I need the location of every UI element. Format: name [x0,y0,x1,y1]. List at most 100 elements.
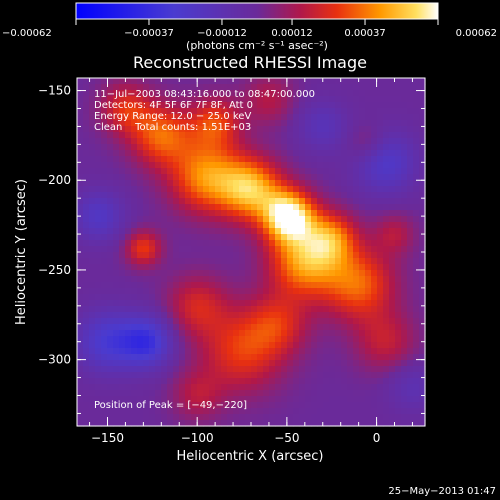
heatmap-cell [341,354,348,361]
heatmap-cell [359,108,366,115]
x-tick-label: −100 [181,431,214,445]
heatmap-cell [257,204,264,211]
heatmap-cell [413,384,420,391]
heatmap-cell [317,414,324,421]
heatmap-cell [239,150,246,157]
heatmap-cell [185,78,192,85]
heatmap-cell [269,408,276,415]
heatmap-cell [395,372,402,379]
heatmap-cell [263,246,270,253]
heatmap-cell [401,324,408,331]
heatmap-cell [179,240,186,247]
heatmap-cell [329,78,336,85]
heatmap-cell [359,156,366,163]
heatmap-cell [113,366,120,373]
heatmap-cell [413,318,420,325]
heatmap-cell [161,306,168,313]
heatmap-cell [101,252,108,259]
heatmap-cell [245,132,252,139]
heatmap-cell [101,354,108,361]
heatmap-cell [227,108,234,115]
heatmap-cell [185,186,192,193]
heatmap-cell [305,270,312,277]
heatmap-cell [239,384,246,391]
heatmap-cell [275,306,282,313]
heatmap-cell [377,228,384,235]
heatmap-cell [197,360,204,367]
heatmap-cell [377,156,384,163]
heatmap-cell [125,318,132,325]
heatmap-cell [101,276,108,283]
heatmap-cell [359,126,366,133]
heatmap-cell [131,108,138,115]
heatmap-cell [167,354,174,361]
heatmap-cell [251,120,258,127]
heatmap-cell [119,246,126,253]
heatmap-cell [377,270,384,277]
heatmap-cell [173,126,180,133]
heatmap-cell [101,174,108,181]
heatmap-cell [335,168,342,175]
heatmap-cell [185,282,192,289]
heatmap-cell [125,378,132,385]
heatmap-cell [143,360,150,367]
heatmap-cell [215,198,222,205]
heatmap-cell [197,240,204,247]
heatmap-cell [389,336,396,343]
heatmap-cell [89,150,96,157]
heatmap-cell [257,306,264,313]
heatmap-cell [353,132,360,139]
heatmap-cell [161,354,168,361]
heatmap-cell [287,84,294,91]
heatmap-cell [173,198,180,205]
heatmap-cell [347,186,354,193]
heatmap-cell [143,348,150,355]
heatmap-cell [305,132,312,139]
heatmap-cell [383,84,390,91]
heatmap-cell [329,324,336,331]
heatmap-cell [353,204,360,211]
heatmap-cell [365,126,372,133]
heatmap-cell [221,174,228,181]
heatmap-cell [329,402,336,409]
heatmap-cell [281,294,288,301]
heatmap-cell [263,210,270,217]
heatmap-cell [275,120,282,127]
heatmap-cell [359,192,366,199]
heatmap-cell [281,216,288,223]
heatmap-cell [257,348,264,355]
heatmap-cell [131,306,138,313]
heatmap-cell [119,348,126,355]
heatmap-cell [101,336,108,343]
heatmap-cell [107,288,114,295]
heatmap-cell [341,252,348,259]
heatmap-cell [383,378,390,385]
heatmap-cell [419,390,426,397]
heatmap-cell [233,198,240,205]
heatmap-cell [341,372,348,379]
heatmap-cell [413,336,420,343]
heatmap-cell [257,396,264,403]
heatmap-cell [377,204,384,211]
heatmap-cell [233,414,240,421]
heatmap-cell [257,192,264,199]
heatmap-cell [179,414,186,421]
heatmap-cell [251,240,258,247]
heatmap-cell [251,138,258,145]
heatmap-cell [383,372,390,379]
heatmap-cell [413,246,420,253]
heatmap-cell [239,294,246,301]
heatmap-cell [329,150,336,157]
heatmap-cell [245,414,252,421]
heatmap-cell [197,144,204,151]
heatmap-cell [161,132,168,139]
heatmap-cell [287,234,294,241]
heatmap-cell [113,162,120,169]
heatmap-cell [347,150,354,157]
heatmap-cell [377,168,384,175]
heatmap-cell [389,228,396,235]
heatmap-cell [107,294,114,301]
heatmap-cell [269,258,276,265]
heatmap-cell [203,330,210,337]
